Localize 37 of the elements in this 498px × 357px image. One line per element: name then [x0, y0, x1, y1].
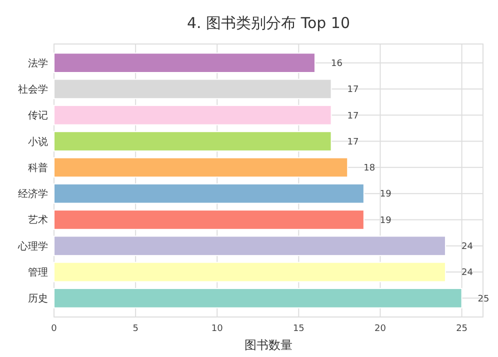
y-tick-label: 管理 — [28, 268, 48, 279]
bar — [54, 52, 316, 74]
bar — [54, 236, 446, 256]
data-label: 25 — [478, 294, 490, 304]
x-tick-label: 25 — [456, 324, 468, 334]
x-tick-label: 5 — [132, 324, 138, 334]
y-tick-label: 经济学 — [18, 188, 48, 200]
data-label: 17 — [347, 137, 359, 148]
y-tick-label: 法学 — [28, 57, 48, 70]
bar — [54, 131, 332, 152]
bar — [54, 157, 348, 178]
y-tick-label: 艺术 — [28, 214, 48, 226]
data-label: 19 — [380, 190, 392, 200]
data-label: 19 — [380, 216, 392, 226]
x-tick-label: 10 — [211, 324, 224, 334]
y-tick-label: 传记 — [28, 110, 48, 122]
data-label: 17 — [347, 111, 359, 122]
y-tick-label: 小说 — [28, 136, 48, 148]
data-label: 16 — [330, 58, 343, 69]
data-label: 17 — [347, 85, 359, 96]
x-tick-label: 20 — [374, 324, 386, 334]
bar — [54, 262, 446, 282]
x-tick-label: 15 — [292, 324, 304, 334]
y-tick-label: 历史 — [28, 292, 48, 305]
data-label: 24 — [461, 242, 474, 252]
y-tick-label: 社会学 — [18, 83, 48, 96]
y-tick-label: 心理学 — [17, 240, 48, 252]
x-axis-title: 图书数量 — [244, 338, 292, 352]
x-tick-label: 0 — [51, 324, 58, 334]
bar — [54, 210, 364, 230]
y-tick-label: 科普 — [28, 162, 48, 174]
bar — [54, 183, 364, 204]
bar — [54, 104, 332, 126]
bar — [54, 288, 462, 308]
chart-title: 4. 图书类别分布 Top 10 — [186, 14, 350, 32]
data-label: 18 — [364, 164, 376, 174]
data-label: 24 — [461, 268, 474, 278]
